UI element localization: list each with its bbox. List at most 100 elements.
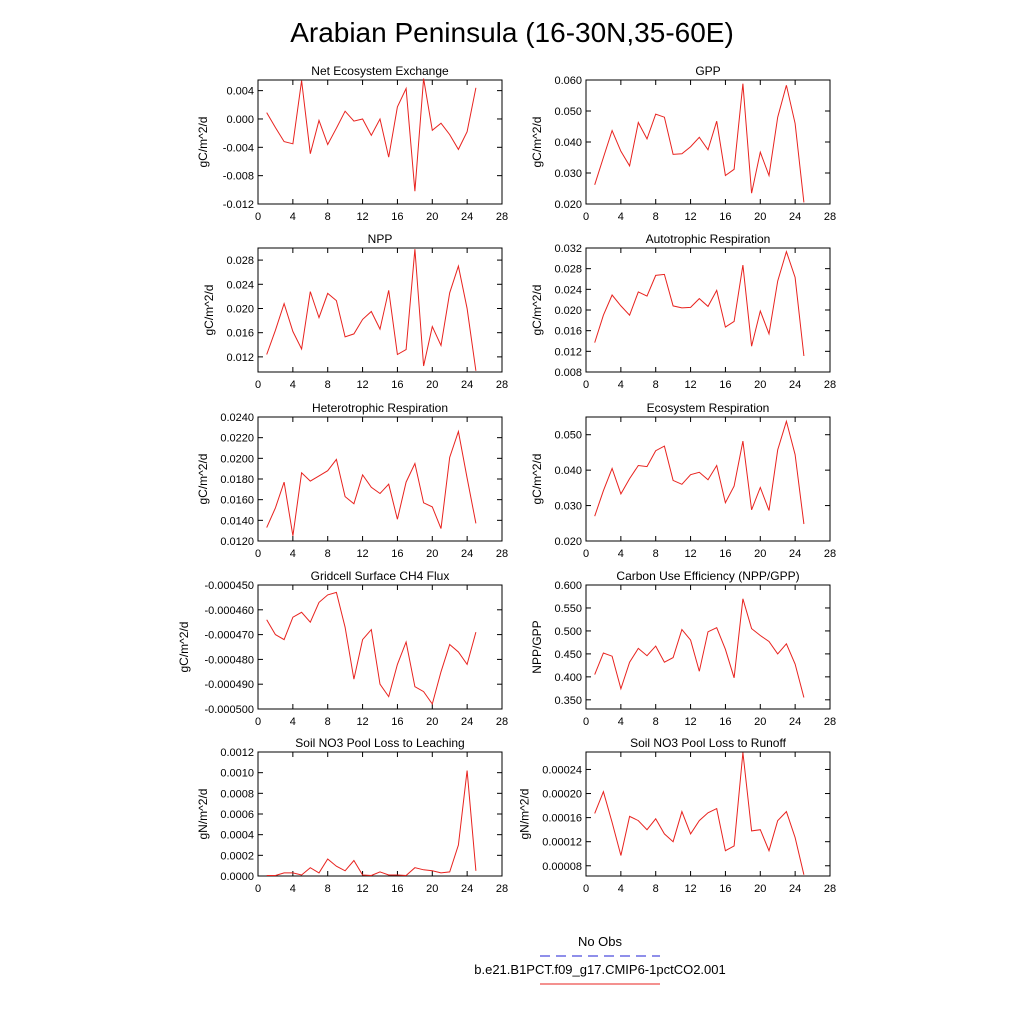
x-tick-label: 20 [754, 716, 766, 728]
y-tick-label: 0.024 [554, 284, 582, 296]
y-tick-label: 0.0000 [220, 871, 254, 883]
y-tick-label: 0.00016 [542, 813, 582, 825]
x-tick-label: 28 [824, 211, 836, 223]
chart-title: Heterotrophic Respiration [312, 401, 448, 415]
series-line-1 [594, 249, 805, 357]
x-tick-label: 8 [653, 883, 659, 895]
x-tick-label: 16 [719, 716, 731, 728]
y-tick-label: -0.004 [223, 142, 254, 154]
y-axis-label: gC/m^2/d [530, 285, 544, 336]
y-axis-label: gN/m^2/d [196, 789, 210, 840]
plot-frame [585, 751, 831, 877]
y-tick-label: -0.008 [223, 171, 254, 183]
x-tick-label: 24 [461, 379, 473, 391]
x-tick-label: 4 [290, 379, 296, 391]
y-tick-label: 0.040 [554, 137, 582, 149]
panels-grid: Net Ecosystem Exchange 0 4 8 12 16 20 24 28 -0.01… [177, 64, 836, 895]
chart-title: NPP [368, 232, 393, 246]
y-tick-label: 0.028 [554, 264, 582, 276]
y-tick-label: 0.050 [554, 106, 582, 118]
x-tick-label: 4 [618, 379, 624, 391]
x-tick-label: 16 [391, 379, 403, 391]
chart-title: GPP [695, 64, 720, 78]
y-tick-label: -0.000500 [204, 704, 254, 716]
x-tick-label: 16 [719, 211, 731, 223]
chart-panel-7: Gridcell Surface CH4 Flux 0 4 8 12 16 20 24 28 -0… [177, 569, 508, 728]
x-tick-label: 20 [426, 211, 438, 223]
y-tick-label: 0.020 [226, 303, 254, 315]
x-tick-label: 12 [684, 548, 696, 560]
x-tick-label: 20 [426, 716, 438, 728]
y-tick-label: 0.0200 [220, 453, 254, 465]
y-axis-label: gC/m^2/d [177, 622, 191, 673]
x-tick-label: 0 [255, 548, 261, 560]
y-tick-label: 0.020 [554, 199, 582, 211]
y-tick-label: 0.0220 [220, 433, 254, 445]
x-tick-label: 24 [789, 883, 801, 895]
y-tick-label: 0.450 [554, 649, 582, 661]
x-tick-label: 0 [255, 379, 261, 391]
x-tick-label: 24 [789, 211, 801, 223]
x-tick-label: 4 [290, 548, 296, 560]
y-axis-label: NPP/GPP [530, 620, 544, 673]
y-tick-label: 0.0160 [220, 495, 254, 507]
y-tick-label: 0.040 [554, 465, 582, 477]
chart-title: Carbon Use Efficiency (NPP/GPP) [616, 569, 799, 583]
x-tick-label: 4 [290, 716, 296, 728]
x-tick-label: 12 [356, 716, 368, 728]
x-tick-label: 4 [618, 716, 624, 728]
x-tick-label: 16 [719, 883, 731, 895]
y-tick-label: 0.016 [226, 328, 254, 340]
y-axis-label: gC/m^2/d [196, 454, 210, 505]
plot-frame [585, 416, 831, 542]
y-tick-label: -0.000490 [204, 679, 254, 691]
x-tick-label: 0 [255, 716, 261, 728]
x-tick-label: 24 [789, 716, 801, 728]
plot-frame [257, 247, 503, 373]
y-tick-label: 0.000 [226, 114, 254, 126]
y-tick-label: 0.00024 [542, 764, 582, 776]
y-tick-label: 0.028 [226, 255, 254, 267]
x-tick-label: 0 [583, 379, 589, 391]
chart-panel-4: Autotrophic Respiration 0 4 8 12 16 20 24 28 0.00… [530, 232, 836, 391]
y-axis-label: gC/m^2/d [530, 117, 544, 168]
plot-frame [585, 79, 831, 205]
x-tick-label: 8 [325, 548, 331, 560]
x-tick-label: 8 [653, 379, 659, 391]
y-tick-label: 0.0180 [220, 474, 254, 486]
y-tick-label: 0.020 [554, 305, 582, 317]
legend-label-run: b.e21.B1PCT.f09_g17.CMIP6-1pctCO2.001 [474, 962, 725, 977]
x-tick-label: 8 [325, 883, 331, 895]
y-tick-label: 0.0240 [220, 412, 254, 424]
x-tick-label: 8 [653, 716, 659, 728]
x-tick-label: 16 [719, 379, 731, 391]
x-tick-label: 4 [618, 548, 624, 560]
x-tick-label: 24 [789, 548, 801, 560]
x-tick-label: 8 [325, 211, 331, 223]
chart-title: Ecosystem Respiration [647, 401, 770, 415]
y-tick-label: 0.500 [554, 626, 582, 638]
y-tick-label: 0.0004 [220, 830, 254, 842]
y-tick-label: 0.350 [554, 695, 582, 707]
y-tick-label: 0.012 [554, 346, 582, 358]
x-tick-label: 0 [255, 211, 261, 223]
plot-frame [585, 247, 831, 373]
y-tick-label: 0.00008 [542, 861, 582, 873]
plot-frame [257, 751, 503, 877]
x-tick-label: 16 [391, 211, 403, 223]
chart-panel-9: Soil NO3 Pool Loss to Leaching 0 4 8 12 16 20 2… [196, 736, 508, 895]
x-tick-label: 4 [290, 211, 296, 223]
y-tick-label: 0.032 [554, 243, 582, 255]
y-tick-label: 0.030 [554, 501, 582, 513]
x-tick-label: 16 [391, 883, 403, 895]
y-tick-label: 0.00012 [542, 837, 582, 849]
y-tick-label: 0.0002 [220, 850, 254, 862]
series-line-1 [266, 78, 477, 192]
chart-panel-1: Net Ecosystem Exchange 0 4 8 12 16 20 24 28 -0.01… [196, 64, 508, 223]
x-tick-label: 12 [684, 883, 696, 895]
x-tick-label: 8 [325, 716, 331, 728]
chart-panel-5: Heterotrophic Respiration 0 4 8 12 16 20 24 28 0.… [196, 401, 508, 560]
x-tick-label: 20 [426, 379, 438, 391]
y-tick-label: -0.012 [223, 199, 254, 211]
series-line-1 [266, 429, 477, 536]
